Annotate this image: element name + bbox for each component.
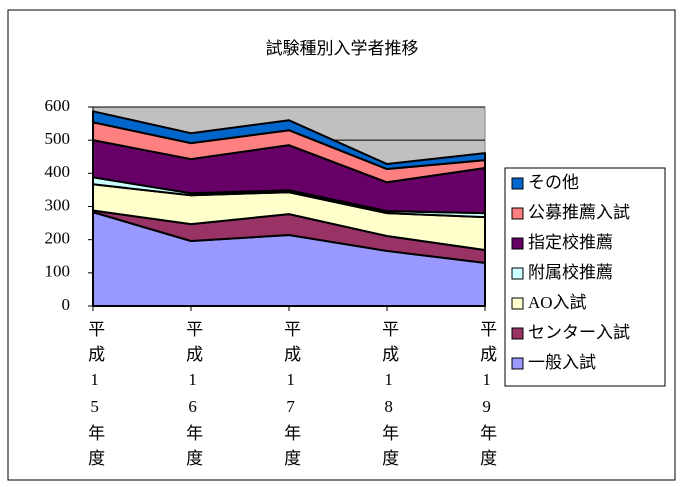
x-tick-label: 平成16年度 xyxy=(183,320,203,474)
legend-swatch xyxy=(511,297,524,310)
legend-label: AO入試 xyxy=(528,293,587,312)
x-tick-label: 平成18年度 xyxy=(379,320,399,474)
chart-title: 試験種別入学者推移 xyxy=(266,39,419,58)
y-tick-label: 600 xyxy=(45,96,71,115)
legend-label: 公募推薦入試 xyxy=(528,203,630,222)
y-tick-label: 200 xyxy=(45,229,71,248)
legend-label: 指定校推薦 xyxy=(528,233,613,252)
y-tick-label: 300 xyxy=(45,195,71,214)
area xyxy=(92,110,486,171)
y-tick-label: 0 xyxy=(62,295,71,314)
x-tick-label: 平成19年度 xyxy=(477,320,497,474)
x-tick-label: 平成17年度 xyxy=(281,320,301,474)
legend-swatch xyxy=(511,207,524,220)
legend-label: その他 xyxy=(528,173,579,192)
legend-label: センター入試 xyxy=(528,323,630,342)
legend-swatch xyxy=(511,237,524,250)
legend-swatch xyxy=(511,327,524,340)
legend-swatch xyxy=(511,267,524,280)
legend-label: 附属校推薦 xyxy=(528,263,613,282)
legend-swatch xyxy=(511,357,524,370)
legend-label: 一般入試 xyxy=(528,353,596,372)
legend-swatch xyxy=(511,177,524,190)
y-tick-label: 500 xyxy=(45,129,71,148)
legend-frame xyxy=(504,167,666,387)
x-tick-label: 平成15年度 xyxy=(85,320,105,474)
y-tick-label: 400 xyxy=(45,162,71,181)
y-tick-label: 100 xyxy=(45,262,71,281)
